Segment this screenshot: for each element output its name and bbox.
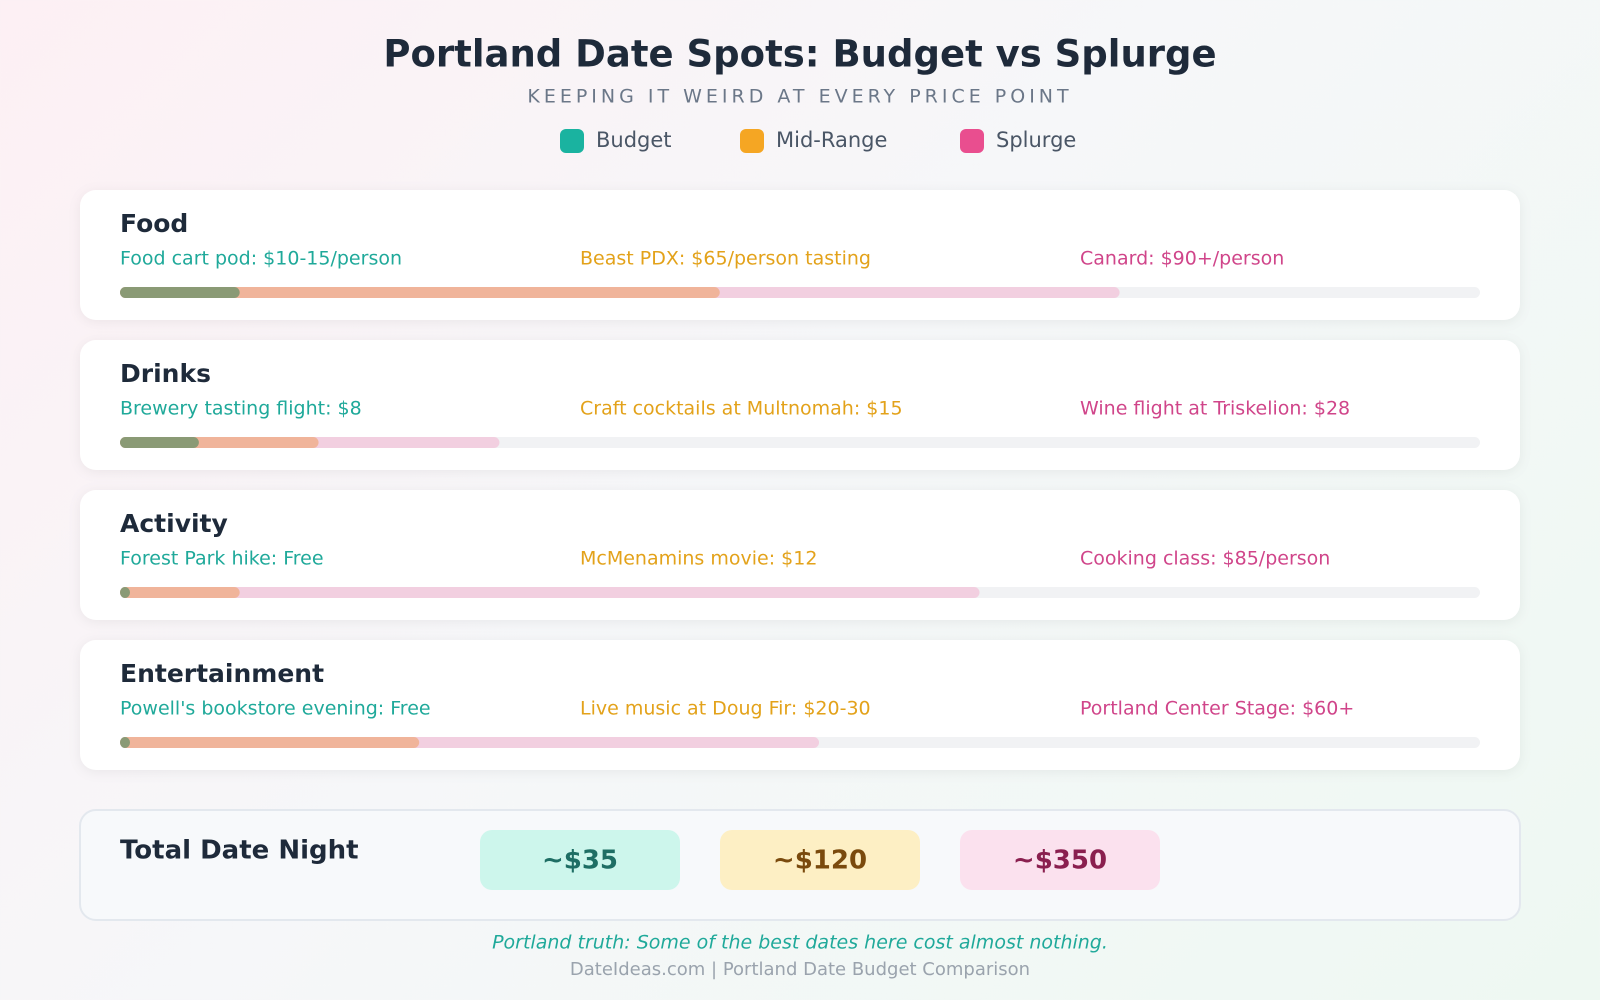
row-item: Powell's bookstore evening: Free <box>120 698 431 720</box>
total-label: Total Date Night <box>120 836 359 866</box>
bar <box>120 587 130 598</box>
bar <box>120 437 199 448</box>
bar <box>120 737 130 748</box>
total-pill <box>960 830 1160 890</box>
row-category: Food <box>120 209 188 238</box>
row-item: Canard: $90+/person <box>1080 248 1284 270</box>
row-item: Food cart pod: $10-15/person <box>120 248 402 270</box>
legend-swatch <box>960 129 984 153</box>
legend-swatch <box>740 129 764 153</box>
row-category: Entertainment <box>120 659 324 688</box>
row-item: Live music at Doug Fir: $20-30 <box>580 698 871 720</box>
bar <box>120 287 720 298</box>
row-item: Forest Park hike: Free <box>120 548 324 570</box>
footer-note: Portland truth: Some of the best dates h… <box>492 932 1108 954</box>
row-item: Beast PDX: $65/person tasting <box>580 248 871 270</box>
row-item: McMenamins movie: $12 <box>580 548 817 570</box>
bar <box>120 587 240 598</box>
total-value: ~$35 <box>542 846 618 876</box>
subtitle: KEEPING IT WEIRD AT EVERY PRICE POINT <box>527 86 1072 108</box>
legend-label: Budget <box>596 128 672 152</box>
legend-swatch <box>560 129 584 153</box>
row-item: Brewery tasting flight: $8 <box>120 398 362 420</box>
row-item: Cooking class: $85/person <box>1080 548 1330 570</box>
row-item: Craft cocktails at Multnomah: $15 <box>580 398 903 420</box>
bar <box>120 287 240 298</box>
legend-label: Splurge <box>996 128 1076 152</box>
total-value: ~$350 <box>1013 846 1107 876</box>
bar <box>120 737 420 748</box>
total-value: ~$120 <box>773 846 867 876</box>
title: Portland Date Spots: Budget vs Splurge <box>383 33 1216 76</box>
row-item: Portland Center Stage: $60+ <box>1080 698 1354 720</box>
row-category: Drinks <box>120 359 211 388</box>
total-pill <box>480 830 680 890</box>
bar <box>120 587 980 598</box>
footer-source: DateIdeas.com | Portland Date Budget Com… <box>570 959 1030 980</box>
legend-label: Mid-Range <box>776 128 887 152</box>
row-category: Activity <box>120 509 228 538</box>
row-item: Wine flight at Triskelion: $28 <box>1080 398 1350 420</box>
total-pill <box>720 830 920 890</box>
